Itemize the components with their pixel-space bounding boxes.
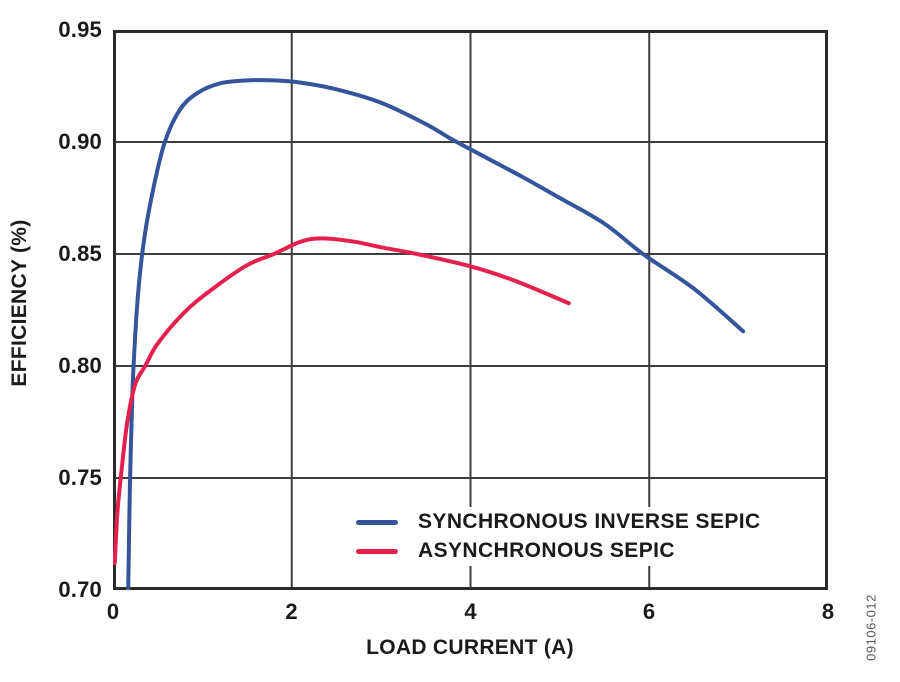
x-tick-label-0: 0 (106, 599, 120, 624)
x-axis-title: LOAD CURRENT (A) (366, 636, 574, 659)
y-tick-label-085: 0.85 (58, 241, 102, 266)
x-tick-label-2: 2 (285, 599, 298, 624)
plot-area (113, 30, 828, 590)
legend-item-asynchronous: ASYNCHRONOUS SEPIC (356, 538, 761, 564)
series-line-swatch-red (356, 548, 398, 554)
x-tick-label-8: 8 (821, 599, 835, 624)
figure-code: 09106-012 (863, 594, 879, 661)
chart-svg (113, 30, 828, 590)
y-tick-label-090: 0.90 (58, 129, 102, 154)
x-tick-label-4: 4 (464, 599, 477, 624)
y-tick-label-075: 0.75 (58, 465, 102, 490)
legend: SYNCHRONOUS INVERSE SEPIC ASYNCHRONOUS S… (352, 507, 767, 566)
legend-label: ASYNCHRONOUS SEPIC (418, 539, 675, 562)
x-tick-label-6: 6 (642, 599, 656, 624)
y-axis-title: EFFICIENCY (%) (8, 219, 31, 387)
legend-label: SYNCHRONOUS INVERSE SEPIC (418, 510, 761, 533)
y-tick-label-070: 0.70 (58, 577, 102, 602)
series-line-swatch-blue (356, 519, 398, 525)
y-tick-label-095: 0.95 (58, 17, 102, 42)
y-tick-label-080: 0.80 (58, 353, 102, 378)
legend-item-synchronous: SYNCHRONOUS INVERSE SEPIC (356, 509, 761, 535)
